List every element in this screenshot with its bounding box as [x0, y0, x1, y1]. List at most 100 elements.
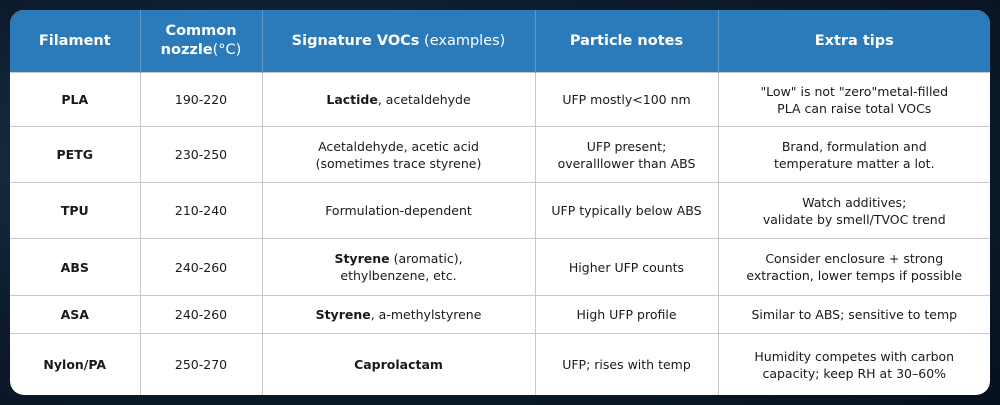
cell-line: Lactide, acetaldehyde	[269, 91, 529, 108]
text-run: , a-methylstyrene	[370, 307, 482, 322]
text-run: PETG	[56, 147, 94, 162]
cell-line: ethylbenzene, etc.	[269, 267, 529, 284]
text-run: (examples)	[419, 32, 506, 49]
table: Filament Common nozzle(°C) Signature VOCs (…	[10, 10, 990, 395]
text-run: Nylon/PA	[43, 357, 107, 373]
text-run: (sometimes trace styrene)	[315, 155, 482, 171]
cell-line: 210-240	[147, 202, 256, 219]
table-cell: Formulation-dependent	[261, 182, 536, 239]
text-run: capacity; keep RH at 30–60%	[762, 365, 947, 381]
text-run: Higher UFP counts	[568, 259, 685, 275]
text-run: overalllower than ABS	[557, 155, 696, 171]
text-run: Humidity competes with carbon	[754, 348, 955, 364]
table-cell: 230-250	[139, 126, 263, 183]
table-row: ABS 240-260 Styrene (aromatic), ethylbenzen…	[10, 238, 990, 296]
table-row: TPU 210-240 Formulation-dependent UFP typic…	[10, 182, 990, 239]
table-cell: TPU	[10, 182, 141, 239]
text-run: ethylbenzene, etc.	[340, 268, 457, 283]
cell-line: Signature VOCs (examples)	[269, 32, 529, 51]
text-run: UFP present;	[586, 138, 667, 154]
table-cell: UFP mostly<100 nm	[534, 72, 719, 127]
table-cell: Nylon/PA	[10, 333, 141, 395]
cell-line: nozzle(°C)	[147, 41, 256, 60]
cell-line: Watch additives;	[725, 194, 985, 211]
table-cell: Humidity competes with carbon capacity; k…	[717, 333, 990, 395]
cell-line: Brand, formulation and	[725, 138, 985, 155]
cell-line: "Low" is not "zero"metal-filled	[725, 83, 985, 100]
cell-line: Similar to ABS; sensitive to temp	[725, 306, 985, 323]
text-run: UFP; rises with temp	[562, 357, 691, 373]
text-run: Filament	[38, 32, 111, 49]
text-run: Watch additives;	[802, 194, 907, 210]
cell-line: capacity; keep RH at 30–60%	[725, 365, 985, 382]
text-run: 240-260	[174, 259, 228, 275]
text-run: 250-270	[174, 357, 228, 373]
text-run: Common	[165, 23, 237, 39]
cell-line: ABS	[16, 259, 134, 276]
cell-line: Styrene (aromatic),	[269, 250, 529, 267]
text-run: (aromatic),	[389, 251, 463, 266]
text-run: Lactide	[326, 92, 378, 107]
cell-line: Caprolactam	[269, 356, 529, 373]
text-run: Signature VOCs	[291, 32, 420, 49]
table-row: PETG 230-250 Acetaldehyde, acetic acid (som…	[10, 126, 990, 183]
table-cell: Caprolactam	[261, 333, 536, 395]
text-run: "Low" is not "zero"metal-filled	[760, 83, 949, 99]
cell-line: 250-270	[147, 356, 256, 373]
cell-line: 240-260	[147, 259, 256, 276]
table-cell: 250-270	[139, 333, 263, 395]
cell-line: UFP typically below ABS	[542, 202, 712, 219]
cell-line: Higher UFP counts	[542, 259, 712, 276]
table-cell: ASA	[10, 295, 141, 334]
header-row: Filament Common nozzle(°C) Signature VOCs (…	[10, 10, 990, 73]
cell-line: High UFP profile	[542, 306, 712, 323]
text-run: extraction, lower temps if possible	[746, 268, 963, 283]
cell-line: Consider enclosure + strong	[725, 250, 985, 267]
cell-line: Extra tips	[725, 32, 985, 51]
table-cell: ABS	[10, 238, 141, 296]
table-card: Filament Common nozzle(°C) Signature VOCs (…	[10, 10, 990, 395]
table-row: Nylon/PA 250-270 Caprolactam UFP; rises wit…	[10, 333, 990, 395]
header-cell: Common nozzle(°C)	[140, 10, 263, 73]
text-run: ASA	[60, 307, 89, 322]
table-cell: Lactide, acetaldehyde	[261, 72, 536, 127]
cell-line: UFP mostly<100 nm	[542, 91, 712, 108]
table-cell: 240-260	[139, 238, 263, 296]
cell-line: Particle notes	[542, 32, 712, 51]
cell-line: overalllower than ABS	[542, 155, 712, 172]
cell-line: Humidity competes with carbon	[725, 348, 985, 365]
table-row: PLA 190-220 Lactide, acetaldehyde UFP mostl…	[10, 72, 990, 127]
text-run: TPU	[60, 203, 89, 218]
cell-line: Styrene, a-methylstyrene	[269, 306, 529, 323]
cell-line: TPU	[16, 202, 134, 219]
text-run: ABS	[60, 259, 89, 275]
table-cell: "Low" is not "zero"metal-filled PLA can r…	[717, 72, 990, 127]
text-run: 210-240	[174, 203, 228, 218]
header-cell: Filament	[10, 10, 141, 73]
text-run: 190-220	[174, 92, 228, 107]
cell-line: PLA	[16, 91, 134, 108]
table-cell: Styrene (aromatic), ethylbenzene, etc.	[261, 238, 536, 296]
cell-line: extraction, lower temps if possible	[725, 267, 985, 284]
table-cell: Similar to ABS; sensitive to temp	[717, 295, 990, 334]
text-run: Caprolactam	[354, 357, 443, 373]
cell-line: Acetaldehyde, acetic acid	[269, 138, 529, 155]
table-cell: PETG	[10, 126, 141, 183]
table-cell: Higher UFP counts	[534, 238, 719, 296]
text-run: 240-260	[174, 307, 228, 322]
text-run: Consider enclosure + strong	[765, 251, 944, 266]
table-cell: UFP; rises with temp	[534, 333, 719, 395]
text-run: , acetaldehyde	[377, 92, 471, 107]
cell-line: 190-220	[147, 91, 256, 108]
cell-line: UFP present;	[542, 138, 712, 155]
cell-line: Filament	[16, 32, 134, 51]
header-cell: Extra tips	[718, 10, 990, 73]
table-cell: Styrene, a-methylstyrene	[261, 295, 536, 334]
text-run: temperature matter a lot.	[773, 155, 935, 171]
text-run: Formulation-dependent	[325, 203, 472, 218]
table-row: ASA 240-260 Styrene, a-methylstyrene High U…	[10, 295, 990, 334]
text-run: Particle notes	[569, 32, 684, 49]
cell-line: Common	[147, 22, 256, 41]
header-cell: Particle notes	[535, 10, 719, 73]
